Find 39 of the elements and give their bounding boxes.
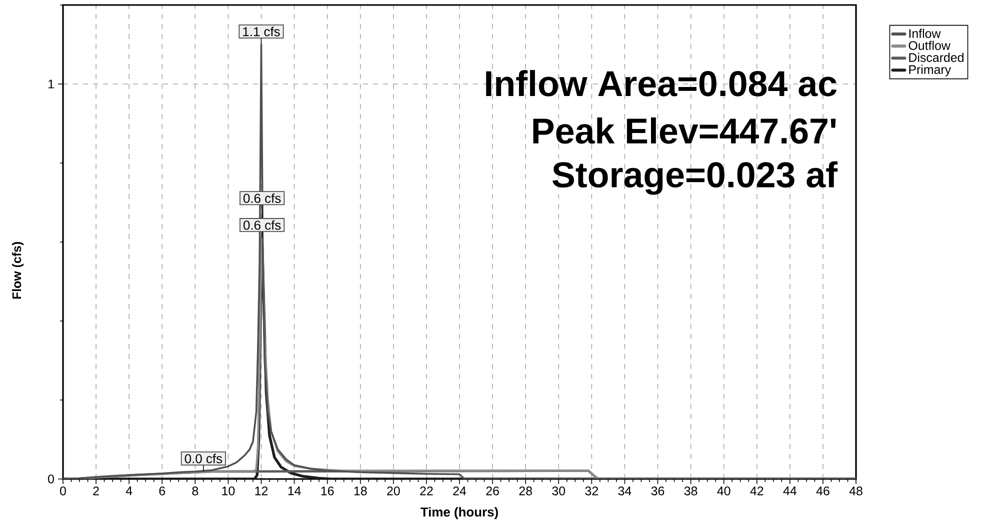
- x-tick-label: 14: [288, 486, 301, 496]
- x-tick-label: 30: [552, 486, 566, 496]
- annotation: Peak Elev=447.67': [533, 117, 836, 144]
- x-tick-label: 10: [222, 486, 235, 496]
- x-tick-label: 38: [684, 486, 698, 496]
- annotation: 1.1 cfs: [243, 26, 280, 36]
- legend-label: Outflow: [908, 40, 950, 50]
- x-tick-label: 4: [126, 486, 132, 496]
- x-tick-label: 32: [585, 486, 598, 496]
- x-tick-label: 34: [618, 486, 632, 496]
- x-tick-label: 22: [420, 486, 433, 496]
- x-tick-label: 2: [93, 486, 99, 496]
- x-tick-label: 46: [816, 486, 830, 496]
- x-tick-label: 42: [750, 486, 764, 496]
- annotation: 0.6 cfs: [244, 193, 281, 203]
- annotation: Storage=0.023 af: [552, 161, 838, 195]
- x-tick-label: 6: [159, 486, 166, 496]
- legend-label: Discarded: [909, 52, 964, 62]
- x-tick-label: 18: [354, 486, 367, 496]
- x-tick-label: 24: [453, 486, 466, 496]
- legend-label: Primary: [909, 64, 952, 76]
- x-tick-label: 16: [321, 486, 334, 496]
- x-tick-label: 40: [717, 486, 730, 496]
- x-tick-label: 36: [651, 486, 664, 496]
- y-axis-title: Flow (cfs): [12, 242, 24, 299]
- y-tick-label: 1: [48, 80, 54, 88]
- x-tick-label: 0: [60, 486, 66, 496]
- x-tick-label: 20: [387, 486, 400, 496]
- annotation: Inflow Area=0.084 ac: [486, 70, 836, 96]
- x-tick-label: 8: [192, 486, 198, 496]
- legend-label: Inflow: [909, 28, 941, 38]
- x-tick-label: 26: [486, 486, 499, 496]
- x-tick-label: 28: [519, 486, 532, 496]
- x-tick-label: 12: [255, 486, 268, 496]
- x-tick-label: 48: [849, 486, 862, 496]
- annotation: 0.0 cfs: [184, 454, 222, 464]
- x-axis-title: Time (hours): [420, 507, 498, 520]
- annotation: 0.6 cfs: [244, 220, 281, 230]
- x-tick-label: 44: [783, 486, 796, 496]
